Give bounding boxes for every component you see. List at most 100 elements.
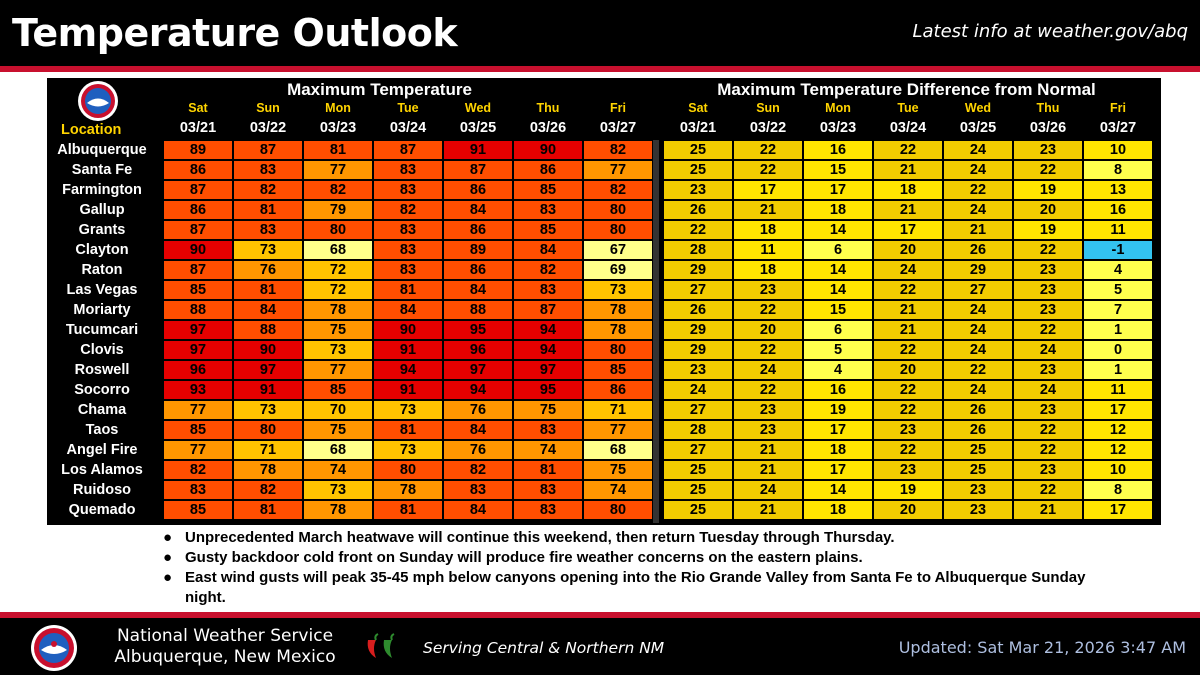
day-label: Thu bbox=[536, 101, 560, 115]
date-label: 03/21 bbox=[679, 120, 717, 136]
temp-diff-cell: 22 bbox=[1013, 240, 1083, 260]
temp-diff-cell: 20 bbox=[733, 320, 803, 340]
date-label: 03/22 bbox=[249, 120, 287, 136]
section-divider bbox=[653, 140, 659, 523]
max-temp-cell: 97 bbox=[163, 320, 233, 340]
max-temp-cell: 69 bbox=[583, 260, 653, 280]
day-label: Sun bbox=[256, 101, 280, 115]
date-label: 03/25 bbox=[459, 120, 497, 136]
temp-diff-cell: 17 bbox=[1083, 400, 1153, 420]
max-temp-cell: 82 bbox=[163, 460, 233, 480]
temp-diff-cell: 22 bbox=[1013, 160, 1083, 180]
max-temp-cell: 73 bbox=[233, 240, 303, 260]
max-temp-cell: 87 bbox=[513, 300, 583, 320]
max-temp-cell: 89 bbox=[163, 140, 233, 160]
temp-diff-cell: 18 bbox=[803, 440, 873, 460]
temp-diff-cell: 27 bbox=[943, 280, 1013, 300]
bullet-icon: ● bbox=[163, 549, 173, 566]
temp-diff-cell: 5 bbox=[1083, 280, 1153, 300]
day-label: Wed bbox=[964, 101, 992, 115]
table-row: Quemado 85 81 78 81 84 83 80 25 21 18 20 23 21 17 bbox=[47, 500, 1161, 520]
max-temp-cell: 73 bbox=[303, 480, 373, 500]
location-label: Clayton bbox=[75, 242, 129, 258]
header-info-link[interactable]: Latest info at weather.gov/abq bbox=[912, 21, 1188, 42]
max-temp-cell: 91 bbox=[373, 340, 443, 360]
max-temp-cell: 85 bbox=[513, 220, 583, 240]
max-temp-cell: 85 bbox=[163, 280, 233, 300]
temp-diff-cell: 4 bbox=[1083, 260, 1153, 280]
max-temp-cell: 82 bbox=[373, 200, 443, 220]
temp-diff-cell: 16 bbox=[803, 380, 873, 400]
temp-diff-cell: 29 bbox=[663, 320, 733, 340]
temp-diff-cell: 23 bbox=[663, 360, 733, 380]
max-temp-cell: 84 bbox=[373, 300, 443, 320]
max-temp-cell: 82 bbox=[303, 180, 373, 200]
temp-diff-cell: 14 bbox=[803, 280, 873, 300]
temp-diff-cell: 24 bbox=[943, 300, 1013, 320]
temp-diff-cell: -1 bbox=[1083, 240, 1153, 260]
max-temp-cell: 87 bbox=[373, 140, 443, 160]
temp-diff-cell: 26 bbox=[663, 200, 733, 220]
temp-diff-cell: 25 bbox=[663, 160, 733, 180]
max-temp-cell: 97 bbox=[233, 360, 303, 380]
temp-diff-cell: 28 bbox=[663, 240, 733, 260]
temp-diff-cell: 20 bbox=[873, 240, 943, 260]
day-label: Sat bbox=[188, 101, 208, 115]
max-temp-cell: 77 bbox=[163, 440, 233, 460]
max-temp-cell: 83 bbox=[233, 160, 303, 180]
temp-diff-cell: 22 bbox=[733, 160, 803, 180]
temp-diff-cell: 23 bbox=[943, 480, 1013, 500]
temp-diff-cell: 10 bbox=[1083, 460, 1153, 480]
temp-diff-cell: 21 bbox=[733, 460, 803, 480]
table-row: Gallup 86 81 79 82 84 83 80 26 21 18 21 24 20 16 bbox=[47, 200, 1161, 220]
temp-diff-cell: 1 bbox=[1083, 320, 1153, 340]
max-temp-cell: 91 bbox=[443, 140, 513, 160]
max-temp-cell: 85 bbox=[513, 180, 583, 200]
header-divider bbox=[0, 66, 1200, 72]
table-row: Raton 87 76 72 83 86 82 69 29 18 14 24 29 23 4 bbox=[47, 260, 1161, 280]
location-label: Farmington bbox=[62, 182, 142, 198]
max-temp-cell: 90 bbox=[163, 240, 233, 260]
max-temp-cell: 73 bbox=[373, 400, 443, 420]
temp-diff-cell: 17 bbox=[1083, 500, 1153, 520]
temp-diff-cell: 19 bbox=[1013, 220, 1083, 240]
temp-diff-cell: 0 bbox=[1083, 340, 1153, 360]
serving-area: Serving Central & Northern NM bbox=[423, 639, 665, 657]
temp-diff-cell: 22 bbox=[733, 300, 803, 320]
date-label: 03/21 bbox=[179, 120, 217, 136]
max-temp-cell: 90 bbox=[513, 140, 583, 160]
max-temp-cell: 81 bbox=[233, 500, 303, 520]
max-temp-cell: 75 bbox=[513, 400, 583, 420]
max-temp-cell: 73 bbox=[583, 280, 653, 300]
bullet-list: ● Unprecedented March heatwave will conti… bbox=[163, 528, 1103, 608]
temp-diff-cell: 27 bbox=[663, 440, 733, 460]
temp-diff-cell: 20 bbox=[873, 360, 943, 380]
max-temp-cell: 82 bbox=[443, 460, 513, 480]
max-temp-cell: 94 bbox=[513, 320, 583, 340]
temp-diff-cell: 14 bbox=[803, 260, 873, 280]
max-temp-cell: 73 bbox=[233, 400, 303, 420]
date-label: 03/23 bbox=[819, 120, 857, 136]
max-temp-cell: 94 bbox=[513, 340, 583, 360]
temp-diff-cell: 22 bbox=[733, 140, 803, 160]
date-label: 03/22 bbox=[749, 120, 787, 136]
temp-diff-cell: 21 bbox=[733, 500, 803, 520]
temp-diff-cell: 18 bbox=[733, 220, 803, 240]
day-label: Fri bbox=[610, 101, 626, 115]
temp-diff-cell: 19 bbox=[873, 480, 943, 500]
temp-diff-cell: 23 bbox=[943, 500, 1013, 520]
max-temp-cell: 83 bbox=[513, 500, 583, 520]
temp-diff-cell: 24 bbox=[943, 340, 1013, 360]
location-label: Socorro bbox=[74, 382, 130, 398]
max-temp-cell: 76 bbox=[443, 440, 513, 460]
date-label: 03/27 bbox=[1099, 120, 1137, 136]
max-temp-cell: 75 bbox=[303, 420, 373, 440]
max-temp-cell: 87 bbox=[443, 160, 513, 180]
max-temp-cell: 78 bbox=[583, 300, 653, 320]
temp-diff-cell: 22 bbox=[733, 380, 803, 400]
max-temp-cell: 94 bbox=[373, 360, 443, 380]
table-row: Ruidoso 83 82 73 78 83 83 74 25 24 14 19 23 22 8 bbox=[47, 480, 1161, 500]
bullet-item: ● Unprecedented March heatwave will conti… bbox=[163, 528, 1103, 548]
max-temp-cell: 91 bbox=[233, 380, 303, 400]
max-temp-cell: 74 bbox=[303, 460, 373, 480]
